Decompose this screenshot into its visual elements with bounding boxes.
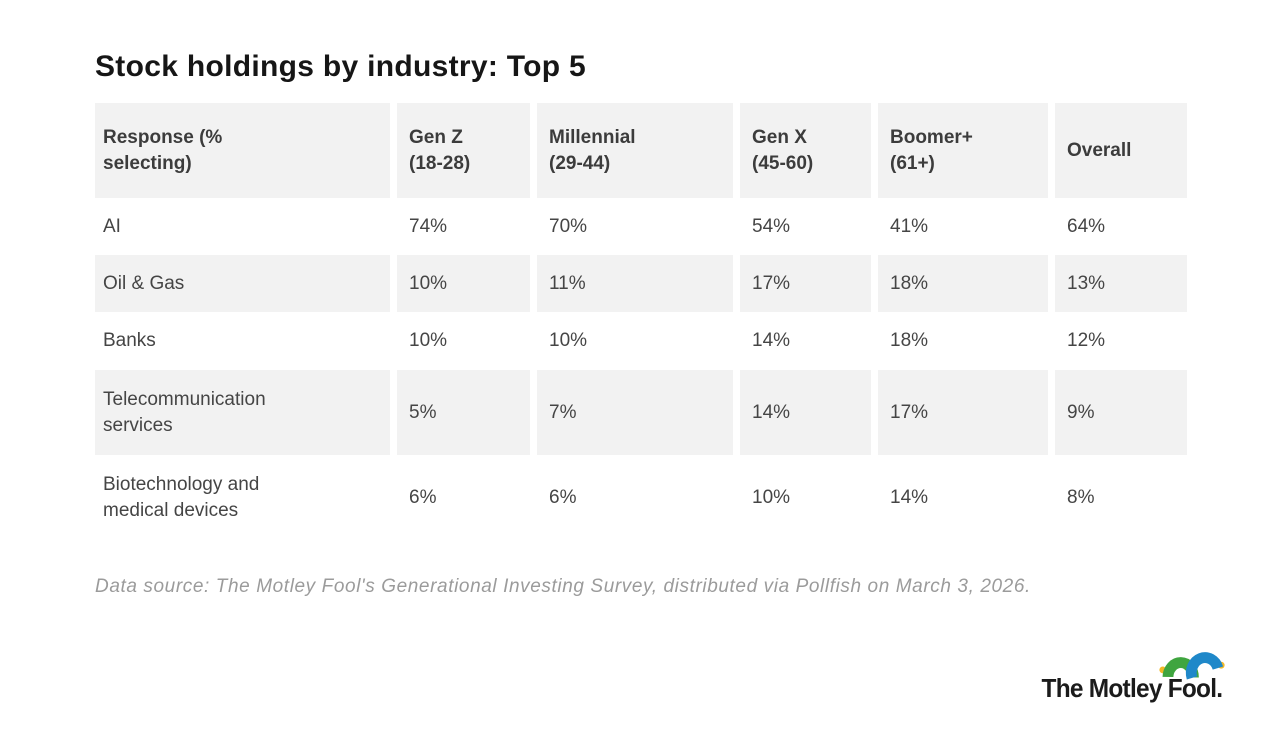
motley-fool-logo: The Motley Fool. bbox=[1012, 640, 1225, 704]
table-row-telecom: Telecommunication services 5% 7% 14% 17%… bbox=[95, 370, 1187, 455]
table-row-oil-gas: Oil & Gas 10% 11% 17% 18% 13% bbox=[95, 255, 1187, 312]
table-cell: 11% bbox=[537, 255, 733, 312]
table-cell: 17% bbox=[740, 255, 871, 312]
row-label: Biotechnology and medical devices bbox=[103, 474, 260, 521]
table-cell: 64% bbox=[1067, 215, 1106, 237]
table-cell: 8% bbox=[1067, 486, 1095, 508]
logo-wordmark: The Motley Fool. bbox=[1041, 673, 1223, 703]
column-header-genx: Gen X (45-60) bbox=[740, 103, 871, 198]
table-cell: 10% bbox=[397, 255, 530, 312]
table-cell: 14% bbox=[890, 486, 929, 508]
column-header-genz: Gen Z (18-28) bbox=[397, 103, 530, 198]
table-row-biotech: Biotechnology and medical devices 6% 6% … bbox=[95, 455, 1187, 540]
table-row-ai: AI 74% 70% 54% 41% 64% bbox=[95, 198, 1187, 255]
table-cell: 18% bbox=[878, 255, 1048, 312]
table-cell: 6% bbox=[409, 486, 437, 508]
table-cell: 70% bbox=[549, 215, 588, 237]
table-cell: 12% bbox=[1067, 330, 1106, 352]
data-source-note: Data source: The Motley Fool's Generatio… bbox=[95, 576, 1031, 597]
table-header-row: Response (% selecting) Gen Z (18-28) Mil… bbox=[95, 103, 1187, 198]
table-cell: 5% bbox=[397, 370, 530, 455]
column-header-response: Response (% selecting) bbox=[95, 103, 390, 198]
table-cell: 10% bbox=[549, 330, 588, 352]
column-header-overall: Overall bbox=[1055, 103, 1187, 198]
table-cell: 18% bbox=[890, 330, 929, 352]
row-label: Oil & Gas bbox=[95, 255, 390, 312]
table-cell: 14% bbox=[740, 370, 871, 455]
table-cell: 7% bbox=[537, 370, 733, 455]
table-cell: 41% bbox=[890, 215, 929, 237]
table-cell: 10% bbox=[409, 330, 448, 352]
row-label: AI bbox=[103, 215, 121, 237]
column-header-boomer: Boomer+ (61+) bbox=[878, 103, 1048, 198]
row-label: Telecommunication services bbox=[95, 370, 390, 455]
table-cell: 10% bbox=[752, 486, 791, 508]
jester-hat-icon bbox=[1159, 652, 1225, 680]
table-cell: 54% bbox=[752, 215, 791, 237]
row-label: Banks bbox=[103, 330, 156, 352]
table-cell: 6% bbox=[549, 486, 577, 508]
table-cell: 17% bbox=[878, 370, 1048, 455]
column-header-millennial: Millennial (29-44) bbox=[537, 103, 733, 198]
table-cell: 13% bbox=[1055, 255, 1187, 312]
table-row-banks: Banks 10% 10% 14% 18% 12% bbox=[95, 312, 1187, 370]
table-cell: 74% bbox=[409, 215, 448, 237]
page-title: Stock holdings by industry: Top 5 bbox=[95, 50, 587, 83]
table-cell: 14% bbox=[752, 330, 791, 352]
table-cell: 9% bbox=[1055, 370, 1187, 455]
holdings-table: Response (% selecting) Gen Z (18-28) Mil… bbox=[95, 103, 1187, 540]
